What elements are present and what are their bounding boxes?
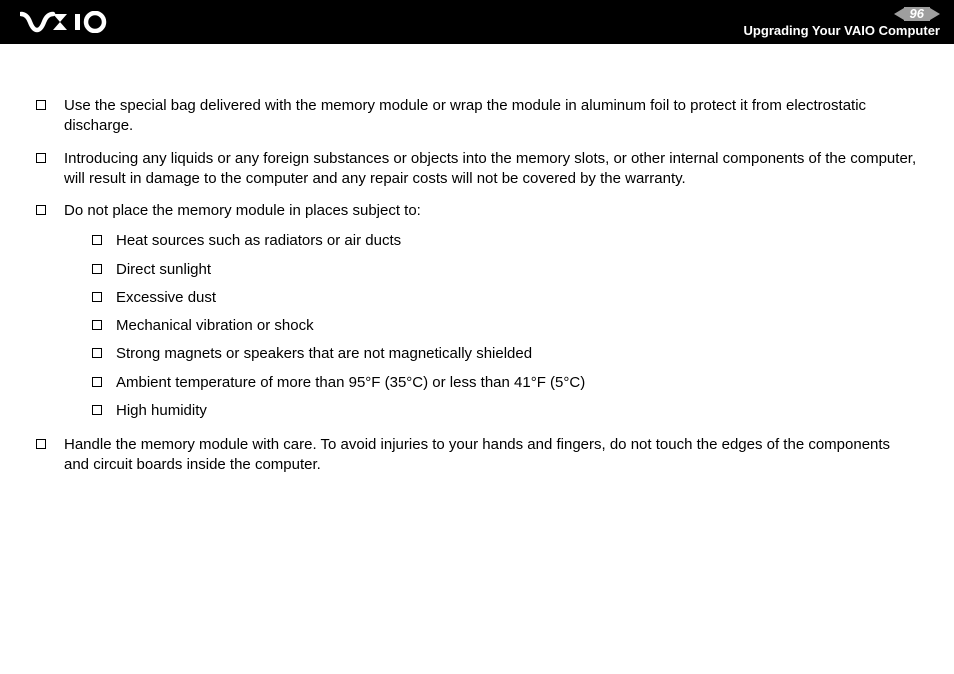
list-item-text: Do not place the memory module in places… (64, 201, 918, 429)
sub-list-item: Ambient temperature of more than 95°F (3… (92, 373, 918, 393)
bullet-icon (36, 100, 46, 110)
sub-list-item-text: Direct sunlight (116, 260, 211, 280)
page-navigator: 96 (894, 7, 940, 21)
list-item-text: Introducing any liquids or any foreign s… (64, 149, 918, 190)
sub-list-item-text: Strong magnets or speakers that are not … (116, 344, 532, 364)
sub-list-item: Direct sunlight (92, 260, 918, 280)
page-header: 96 Upgrading Your VAIO Computer (0, 0, 954, 44)
sub-list-item-text: Mechanical vibration or shock (116, 316, 314, 336)
bullet-icon (92, 264, 102, 274)
bullet-icon (92, 377, 102, 387)
bullet-icon (92, 405, 102, 415)
prev-page-arrow[interactable] (894, 8, 904, 20)
sub-list-item: High humidity (92, 401, 918, 421)
bullet-icon (92, 292, 102, 302)
bullet-icon (36, 153, 46, 163)
sub-list-item-text: Heat sources such as radiators or air du… (116, 231, 401, 251)
next-page-arrow[interactable] (930, 8, 940, 20)
sub-list: Heat sources such as radiators or air du… (92, 231, 918, 421)
sub-list-item: Heat sources such as radiators or air du… (92, 231, 918, 251)
list-item-text: Use the special bag delivered with the m… (64, 96, 918, 137)
sub-list-item: Excessive dust (92, 288, 918, 308)
bullet-icon (92, 348, 102, 358)
section-title: Upgrading Your VAIO Computer (744, 23, 940, 38)
list-item: Handle the memory module with care. To a… (36, 435, 918, 476)
list-item: Use the special bag delivered with the m… (36, 96, 918, 137)
bullet-icon (36, 439, 46, 449)
list-item: Do not place the memory module in places… (36, 201, 918, 429)
bullet-icon (36, 205, 46, 215)
list-item-text: Handle the memory module with care. To a… (64, 435, 918, 476)
sub-list-item-text: Ambient temperature of more than 95°F (3… (116, 373, 585, 393)
page-content: Use the special bag delivered with the m… (0, 44, 954, 476)
sub-list-item-text: High humidity (116, 401, 207, 421)
vaio-logo (20, 11, 130, 33)
bullet-icon (92, 235, 102, 245)
list-item: Introducing any liquids or any foreign s… (36, 149, 918, 190)
list-item-label: Do not place the memory module in places… (64, 202, 421, 219)
page-number: 96 (904, 7, 930, 21)
bullet-icon (92, 320, 102, 330)
header-right: 96 Upgrading Your VAIO Computer (744, 7, 940, 38)
sub-list-item-text: Excessive dust (116, 288, 216, 308)
sub-list-item: Strong magnets or speakers that are not … (92, 344, 918, 364)
sub-list-item: Mechanical vibration or shock (92, 316, 918, 336)
